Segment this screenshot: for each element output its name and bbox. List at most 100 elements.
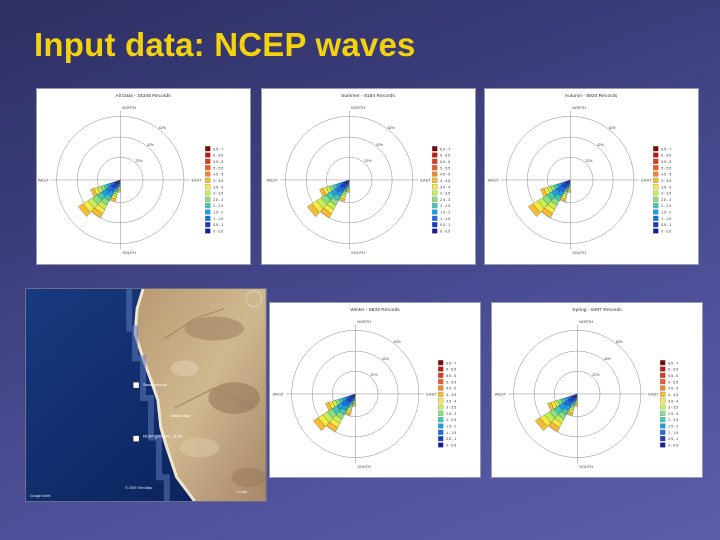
legend-label: 5 - 5.5 <box>213 166 223 170</box>
legend-swatch <box>653 184 659 190</box>
direction-label-north: NORTH <box>122 105 136 110</box>
legend-label: 2 - 2.5 <box>213 204 223 208</box>
legend-label: 0.5 - 1 <box>440 223 450 227</box>
legend-label: 5.5 - 6 <box>668 374 678 378</box>
direction-label-south: SOUTH <box>579 464 593 469</box>
legend-label: 5.5 - 6 <box>661 160 671 164</box>
wave-rose-chart: Winter - 8833 Records NORTH SOUTH EAST WEST… <box>273 307 457 469</box>
legend-label: 4.5 - 5 <box>661 173 671 177</box>
legend-swatch <box>205 203 211 209</box>
legend-label: 1.5 - 2 <box>446 425 456 429</box>
legend-label: 3.5 - 4 <box>668 399 678 403</box>
rose-sector-band <box>119 182 121 185</box>
legend-swatch <box>432 146 438 152</box>
rose-sector-band <box>535 417 548 431</box>
direction-label-east: EAST <box>641 177 652 182</box>
legend-swatch <box>432 228 438 234</box>
legend-label: 2 - 2.5 <box>440 204 450 208</box>
legend-swatch <box>432 177 438 183</box>
rose-legend: 6.5 - 7 6 - 6.5 5.5 - 6 5 - 5.5 4.5 - 5 4 - 4… <box>432 146 450 234</box>
rose-panel-winter: Winter - 8833 Records NORTH SOUTH EAST WEST… <box>269 302 481 478</box>
legend-label: 5 - 5.5 <box>440 166 450 170</box>
legend-swatch <box>205 228 211 234</box>
legend-label: 2.5 - 3 <box>661 198 671 202</box>
direction-label-east: EAST <box>420 177 431 182</box>
legend-swatch <box>438 442 444 448</box>
rose-sector-band <box>319 188 327 197</box>
legend-label: 0 - 0.5 <box>446 444 456 448</box>
legend-swatch <box>660 423 666 429</box>
legend-label: 2.5 - 3 <box>446 412 456 416</box>
legend-swatch <box>653 228 659 234</box>
legend-label: 2 - 2.5 <box>668 418 678 422</box>
compass-icon[interactable] <box>245 290 263 308</box>
rose-title: Summer - 8184 Records <box>341 93 395 99</box>
legend-label: 5.5 - 6 <box>446 374 456 378</box>
google-logo: Google <box>236 490 247 494</box>
legend-swatch <box>438 398 444 404</box>
rose-title: Spring - 8497 Records <box>572 307 622 313</box>
rose-sector-band <box>352 404 356 407</box>
ring-label: 62% <box>394 340 402 344</box>
rose-sector-band <box>567 190 571 193</box>
legend-label: 3 - 3.5 <box>440 192 450 196</box>
direction-label-east: EAST <box>191 177 202 182</box>
legend-label: 0.5 - 1 <box>213 223 223 227</box>
legend-swatch <box>205 146 211 152</box>
legend-swatch <box>432 215 438 221</box>
legend-swatch <box>660 379 666 385</box>
legend-swatch <box>205 158 211 164</box>
legend-swatch <box>205 165 211 171</box>
rose-plot: NORTH SOUTH EAST WEST 22% 42% 62% <box>495 319 660 469</box>
legend-swatch <box>660 436 666 442</box>
ring-label: 22% <box>364 159 372 163</box>
legend-label: 1 - 1.5 <box>668 431 678 435</box>
legend-label: 3.5 - 4 <box>446 399 456 403</box>
legend-swatch <box>438 379 444 385</box>
rose-plot: NORTH SOUTH EAST WEST 22% 42% 62% <box>38 105 203 255</box>
legend-label: 0.5 - 1 <box>446 437 456 441</box>
direction-label-north: NORTH <box>351 105 365 110</box>
legend-label: 1 - 1.5 <box>213 217 223 221</box>
rose-title: All Data - 34348 Records <box>115 93 171 99</box>
grid-marker <box>132 381 140 389</box>
legend-swatch <box>660 410 666 416</box>
legend-swatch <box>432 184 438 190</box>
legend-swatch <box>205 184 211 190</box>
legend-label: 3.5 - 4 <box>440 185 450 189</box>
legend-swatch <box>653 146 659 152</box>
legend-swatch <box>432 196 438 202</box>
legend-label: 3.5 - 4 <box>213 185 223 189</box>
direction-label-west: WEST <box>38 177 50 182</box>
rose-legend: 6.5 - 7 6 - 6.5 5.5 - 6 5 - 5.5 4.5 - 5 4 - 4… <box>205 146 223 234</box>
legend-label: 6 - 6.5 <box>213 154 223 158</box>
slide-title: Input data: NCEP waves <box>34 26 416 63</box>
nearshore-band <box>126 289 170 501</box>
rose-panel-autumn: Autumn - 8834 Records NORTH SOUTH EAST WEST… <box>484 88 699 265</box>
satellite-map: Swakopmund Walvis Bay NCEP grid 22S, 13.… <box>25 288 267 502</box>
legend-swatch <box>660 417 666 423</box>
rose-sector-band <box>348 182 350 185</box>
rose-title: Winter - 8833 Records <box>350 307 400 313</box>
legend-label: 3 - 3.5 <box>446 406 456 410</box>
legend-swatch <box>438 436 444 442</box>
legend-swatch <box>432 222 438 228</box>
rose-sector-band <box>325 402 333 411</box>
legend-label: 5 - 5.5 <box>446 380 456 384</box>
direction-label-east: EAST <box>426 391 437 396</box>
satellite-map-image: Swakopmund Walvis Bay NCEP grid 22S, 13.… <box>26 289 266 501</box>
legend-label: 6 - 6.5 <box>661 154 671 158</box>
legend-swatch <box>660 398 666 404</box>
ring-label: 42% <box>147 143 155 147</box>
legend-swatch <box>438 385 444 391</box>
legend-label: 2 - 2.5 <box>661 204 671 208</box>
rose-sector-band <box>117 190 121 193</box>
ring-label: 22% <box>370 373 378 377</box>
direction-label-south: SOUTH <box>357 464 371 469</box>
direction-label-west: WEST <box>273 391 285 396</box>
map-attribution-mid: © 2009 Tele Atlas <box>125 486 152 490</box>
legend-swatch <box>205 222 211 228</box>
rose-plot: NORTH SOUTH EAST WEST 22% 42% 62% <box>273 319 438 469</box>
legend-swatch <box>438 366 444 372</box>
legend-swatch <box>660 366 666 372</box>
